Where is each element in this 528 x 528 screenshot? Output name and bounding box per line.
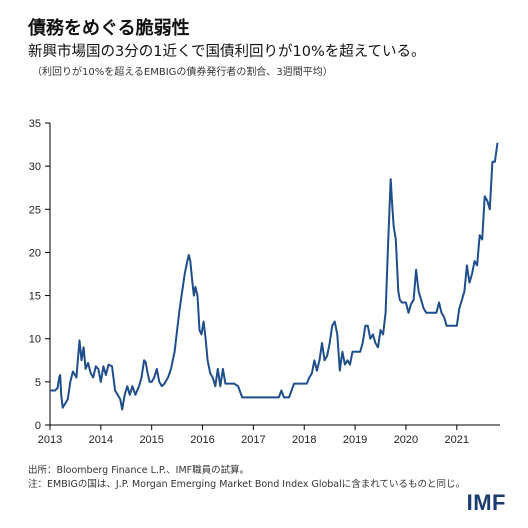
x-tick-label-2014: 2014 [89,434,113,446]
y-tick-label-25: 25 [29,204,41,216]
y-tick-label-35: 35 [29,118,41,130]
x-tick-label-2013: 2013 [38,434,62,446]
y-tick-label-20: 20 [29,247,41,259]
y-tick-label-15: 15 [29,291,41,303]
x-tick-label-2019: 2019 [343,434,367,446]
source-note: 出所：Bloomberg Finance L.P.、IMF職員の試算。 [28,465,250,476]
y-tick-label-30: 30 [29,161,41,173]
footnote: 注：EMBIGの国は、J.P. Morgan Emerging Market B… [28,479,465,490]
y-tick-label-5: 5 [35,377,41,389]
series-line-0 [50,142,499,411]
imf-logo: IMF [466,490,506,515]
x-tick-label-2021: 2021 [445,434,469,446]
chart-subtitle: 新興市場国の3分の1近くで国債利回りが10%を超えている。 [28,44,426,60]
x-tick-label-2015: 2015 [139,434,163,446]
x-tick-label-2016: 2016 [190,434,214,446]
y-tick-label-0: 0 [35,420,41,432]
x-tick-label-2018: 2018 [292,434,316,446]
chart-title: 債務をめぐる脆弱性 [28,18,190,39]
y-tick-label-10: 10 [29,334,41,346]
chart-note: （利回りが10%を超えるEMBIGの債券発行者の割合、3週間平均） [32,67,333,78]
x-tick-label-2017: 2017 [241,434,265,446]
x-tick-label-2020: 2020 [394,434,418,446]
